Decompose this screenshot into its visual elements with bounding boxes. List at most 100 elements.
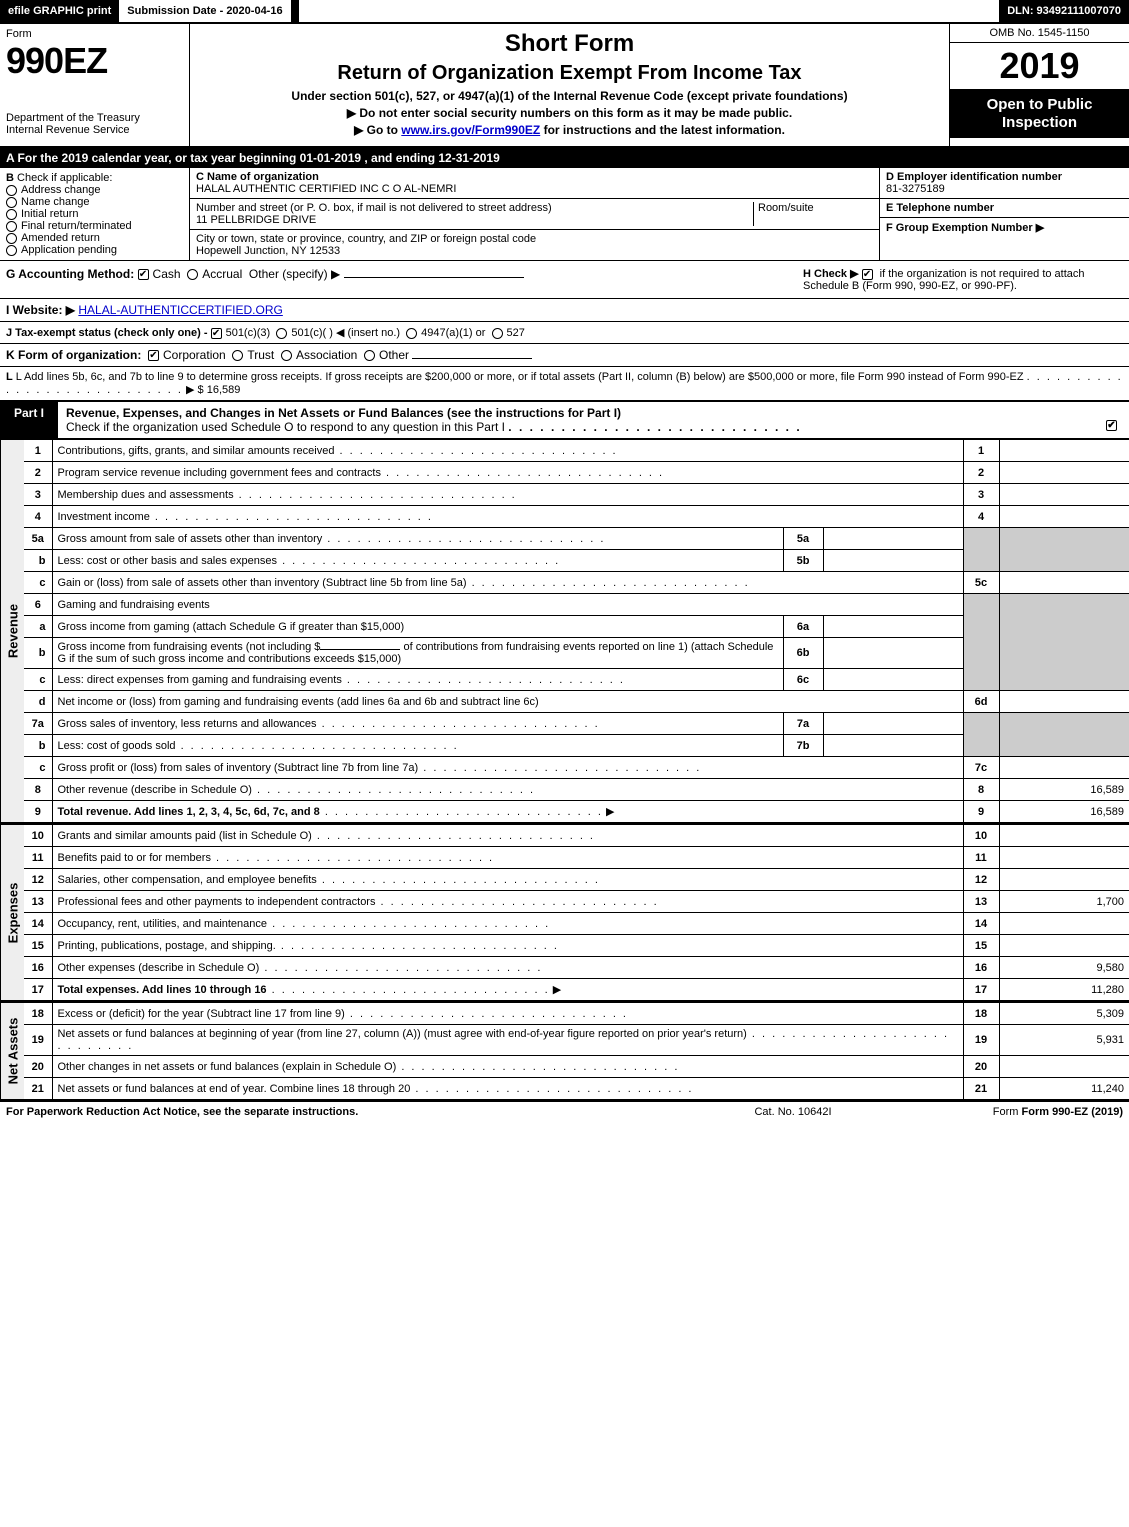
arrow2-pre: ▶ Go to <box>354 123 401 137</box>
row-j-tax-status: J Tax-exempt status (check only one) - 5… <box>0 322 1129 344</box>
l6d-desc: Net income or (loss) from gaming and fun… <box>58 696 539 708</box>
chk-4947[interactable] <box>406 328 417 339</box>
expenses-side-label: Expenses <box>0 824 24 1001</box>
other-specify-line[interactable] <box>344 277 524 278</box>
chk-527[interactable] <box>492 328 503 339</box>
chk-accrual[interactable] <box>187 269 198 280</box>
chk-corp[interactable] <box>148 350 159 361</box>
amt-21: 11,240 <box>999 1078 1129 1100</box>
website-link[interactable]: HALAL-AUTHENTICCERTIFIED.ORG <box>78 303 282 317</box>
chk-trust[interactable] <box>232 350 243 361</box>
netassets-side-text: Net Assets <box>5 1018 20 1085</box>
netassets-table: 18Excess or (deficit) for the year (Subt… <box>24 1002 1129 1100</box>
l2-desc: Program service revenue including govern… <box>58 467 381 479</box>
l14-desc: Occupancy, rent, utilities, and maintena… <box>58 918 268 930</box>
lbl-4947: 4947(a)(1) or <box>421 327 485 339</box>
amt-16: 9,580 <box>999 957 1129 979</box>
l6b-pre: Gross income from fundraising events (no… <box>58 641 321 653</box>
topbar-gap <box>299 0 1000 22</box>
lbl-amended-return: Amended return <box>21 232 100 244</box>
l-text: L Add lines 5b, 6c, and 7b to line 9 to … <box>16 371 1024 383</box>
arrow-line-1: ▶ Do not enter social security numbers o… <box>200 106 939 120</box>
city-label: City or town, state or province, country… <box>196 233 873 245</box>
lbl-trust: Trust <box>247 348 274 362</box>
chk-amended-return[interactable] <box>6 233 17 244</box>
street-label: Number and street (or P. O. box, if mail… <box>196 202 753 214</box>
col-c: C Name of organization HALAL AUTHENTIC C… <box>190 168 879 260</box>
expenses-side-text: Expenses <box>5 882 20 943</box>
street-val: 11 PELLBRIDGE DRIVE <box>196 214 753 226</box>
amt-13: 1,700 <box>999 891 1129 913</box>
l19-desc: Net assets or fund balances at beginning… <box>58 1028 747 1040</box>
col-b-checkboxes: B Check if applicable: Address change Na… <box>0 168 190 260</box>
dept-label: Department of the Treasury <box>6 112 183 124</box>
row-i-website: I Website: ▶ HALAL-AUTHENTICCERTIFIED.OR… <box>0 299 1129 322</box>
row-e-phone: E Telephone number <box>880 199 1129 218</box>
l4-desc: Investment income <box>58 511 150 523</box>
chk-cash[interactable] <box>138 269 149 280</box>
i-label: I Website: ▶ <box>6 303 75 317</box>
city-val: Hopewell Junction, NY 12533 <box>196 245 873 257</box>
irs-link[interactable]: www.irs.gov/Form990EZ <box>401 123 540 137</box>
l5c-desc: Gain or (loss) from sale of assets other… <box>58 577 467 589</box>
l6a-desc: Gross income from gaming (attach Schedul… <box>58 621 405 633</box>
org-name: HALAL AUTHENTIC CERTIFIED INC C O AL-NEM… <box>196 183 873 195</box>
netassets-section: Net Assets 18Excess or (deficit) for the… <box>0 1002 1129 1102</box>
l10-desc: Grants and similar amounts paid (list in… <box>58 830 312 842</box>
revenue-side-text: Revenue <box>5 604 20 658</box>
row-city: City or town, state or province, country… <box>190 230 879 260</box>
row-f-group: F Group Exemption Number ▶ <box>880 218 1129 237</box>
lbl-501c: 501(c)( ) ◀ (insert no.) <box>291 327 400 339</box>
chk-schedule-o[interactable] <box>1106 420 1117 431</box>
chk-assoc[interactable] <box>281 350 292 361</box>
amt-17: 11,280 <box>999 979 1129 1001</box>
l8-desc: Other revenue (describe in Schedule O) <box>58 784 252 796</box>
chk-501c3[interactable] <box>211 328 222 339</box>
lbl-initial-return: Initial return <box>21 208 78 220</box>
l6b-blank[interactable] <box>320 649 400 650</box>
l18-desc: Excess or (deficit) for the year (Subtra… <box>58 1008 345 1020</box>
header-center: Short Form Return of Organization Exempt… <box>190 24 949 146</box>
chk-address-change[interactable] <box>6 185 17 196</box>
cat-no: Cat. No. 10642I <box>663 1106 923 1118</box>
lbl-application-pending: Application pending <box>21 244 117 256</box>
chk-other-org[interactable] <box>364 350 375 361</box>
subtitle: Under section 501(c), 527, or 4947(a)(1)… <box>200 89 939 103</box>
part1-check-line: Check if the organization used Schedule … <box>66 420 505 434</box>
row-c-name: C Name of organization HALAL AUTHENTIC C… <box>190 168 879 199</box>
c-label: C Name of organization <box>196 171 319 183</box>
revenue-table: 1Contributions, gifts, grants, and simil… <box>24 439 1129 823</box>
lbl-name-change: Name change <box>21 196 90 208</box>
header-left: Form 990EZ Department of the Treasury In… <box>0 24 190 146</box>
other-org-line[interactable] <box>412 358 532 359</box>
lbl-527: 527 <box>507 327 525 339</box>
l16-desc: Other expenses (describe in Schedule O) <box>58 962 260 974</box>
chk-initial-return[interactable] <box>6 209 17 220</box>
d-label: D Employer identification number <box>886 171 1062 183</box>
chk-name-change[interactable] <box>6 197 17 208</box>
amt-18: 5,309 <box>999 1003 1129 1025</box>
revenue-side-label: Revenue <box>0 439 24 823</box>
omb-number: OMB No. 1545-1150 <box>950 24 1129 43</box>
g-label: G Accounting Method: <box>6 267 134 281</box>
h-check: H Check ▶ if the organization is not req… <box>803 267 1123 292</box>
l21-desc: Net assets or fund balances at end of ye… <box>58 1083 411 1095</box>
part1-tab: Part I <box>0 402 58 438</box>
form-word: Form <box>6 28 183 40</box>
col-d: D Employer identification number 81-3275… <box>879 168 1129 260</box>
tax-year: 2019 <box>950 43 1129 90</box>
check-if-applicable: Check if applicable: <box>17 172 112 184</box>
expenses-section: Expenses 10Grants and similar amounts pa… <box>0 824 1129 1002</box>
chk-application-pending[interactable] <box>6 245 17 256</box>
j-label: J Tax-exempt status (check only one) - <box>6 327 211 339</box>
l15-desc: Printing, publications, postage, and shi… <box>58 940 276 952</box>
short-form-title: Short Form <box>200 30 939 58</box>
row-street: Number and street (or P. O. box, if mail… <box>190 199 879 230</box>
row-g-h: G Accounting Method: Cash Accrual Other … <box>0 261 1129 299</box>
chk-h[interactable] <box>862 269 873 280</box>
chk-final-return[interactable] <box>6 221 17 232</box>
h-label: H Check ▶ <box>803 268 859 280</box>
l5a-desc: Gross amount from sale of assets other t… <box>58 533 323 545</box>
f-label: F Group Exemption Number ▶ <box>886 222 1044 234</box>
chk-501c[interactable] <box>276 328 287 339</box>
